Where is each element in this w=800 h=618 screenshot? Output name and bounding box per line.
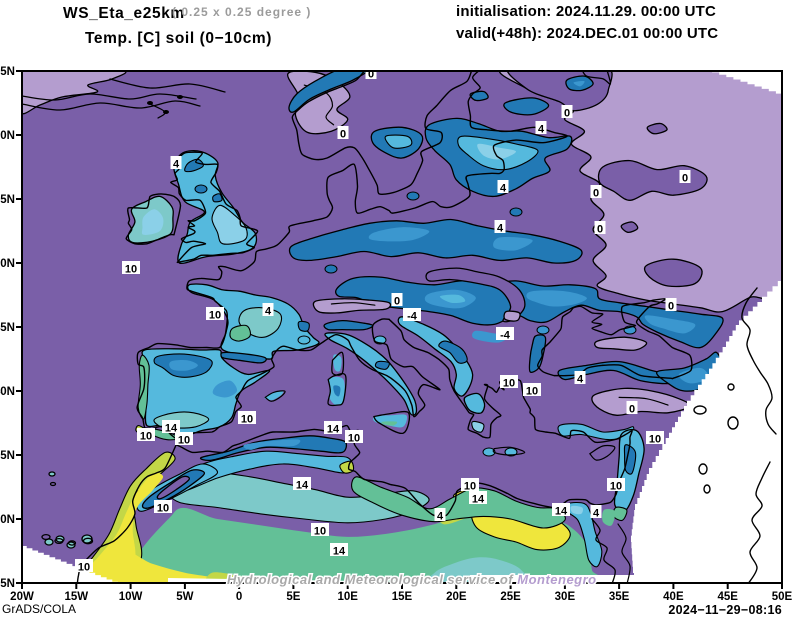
svg-text:4: 4 (497, 223, 504, 235)
svg-text:10: 10 (503, 378, 515, 390)
svg-text:45E: 45E (717, 591, 738, 603)
svg-text:4: 4 (265, 306, 272, 318)
svg-text:0: 0 (682, 173, 688, 185)
svg-text:15W: 15W (64, 591, 88, 603)
svg-text:10: 10 (241, 414, 253, 426)
svg-text:5E: 5E (286, 591, 300, 603)
svg-text:( 0.25 x 0.25 degree ): ( 0.25 x 0.25 degree ) (172, 5, 311, 19)
svg-text:0: 0 (394, 296, 400, 308)
svg-text:4: 4 (593, 508, 600, 520)
svg-text:10: 10 (78, 562, 90, 574)
svg-text:10W: 10W (119, 591, 143, 603)
svg-text:0: 0 (236, 591, 242, 603)
svg-text:4: 4 (500, 183, 507, 195)
svg-text:15E: 15E (392, 591, 413, 603)
svg-text:0: 0 (629, 404, 635, 416)
svg-text:10: 10 (178, 435, 190, 447)
svg-text:25E: 25E (500, 591, 521, 603)
svg-text:4: 4 (538, 124, 545, 136)
svg-text:30E: 30E (555, 591, 576, 603)
svg-text:0: 0 (593, 188, 599, 200)
svg-text:5W: 5W (176, 591, 193, 603)
svg-text:-4: -4 (407, 311, 418, 323)
svg-text:4: 4 (577, 374, 584, 386)
svg-text:initialisation: 2024.11.29. 00: initialisation: 2024.11.29. 00:00 UTC (456, 3, 716, 20)
svg-text:60N: 60N (0, 130, 15, 142)
svg-text:10E: 10E (337, 591, 358, 603)
svg-text:14: 14 (327, 424, 340, 436)
svg-text:10: 10 (649, 434, 661, 446)
svg-text:10: 10 (348, 433, 360, 445)
svg-text:14: 14 (333, 546, 346, 558)
svg-text:0: 0 (368, 69, 374, 81)
svg-text:14: 14 (472, 494, 485, 506)
svg-text:65N: 65N (0, 66, 15, 78)
svg-text:Temp. [C] soil (0−10cm): Temp. [C] soil (0−10cm) (85, 30, 272, 47)
svg-text:10: 10 (314, 526, 326, 538)
svg-text:0: 0 (597, 224, 603, 236)
svg-text:GrADS/COLA: GrADS/COLA (2, 602, 76, 616)
svg-text:10: 10 (140, 431, 152, 443)
svg-text:25N: 25N (0, 578, 15, 590)
svg-text:-4: -4 (500, 330, 511, 342)
svg-text:10: 10 (526, 386, 538, 398)
svg-text:30N: 30N (0, 514, 15, 526)
svg-text:10: 10 (125, 264, 137, 276)
svg-text:Hydrological and Meteorologica: Hydrological and Meteorological service … (227, 572, 597, 587)
svg-text:2024−11−29−08:16: 2024−11−29−08:16 (668, 603, 782, 617)
svg-text:10: 10 (157, 503, 169, 515)
svg-text:10: 10 (464, 481, 476, 493)
svg-text:0: 0 (564, 108, 570, 120)
svg-text:40N: 40N (0, 386, 15, 398)
svg-text:WS_Eta_e25km: WS_Eta_e25km (63, 5, 185, 22)
svg-text:20E: 20E (446, 591, 467, 603)
svg-text:14: 14 (165, 423, 178, 435)
svg-text:10: 10 (610, 481, 622, 493)
svg-text:50N: 50N (0, 258, 15, 270)
svg-text:0: 0 (340, 129, 346, 141)
svg-text:35E: 35E (609, 591, 630, 603)
svg-text:35N: 35N (0, 450, 15, 462)
svg-text:4: 4 (173, 159, 180, 171)
svg-text:50E: 50E (772, 591, 793, 603)
svg-text:20W: 20W (10, 591, 34, 603)
svg-text:55N: 55N (0, 194, 15, 206)
svg-text:0: 0 (668, 301, 674, 313)
svg-text:14: 14 (296, 480, 309, 492)
svg-text:4: 4 (437, 511, 444, 523)
svg-text:valid(+48h): 2024.DEC.01 00:00: valid(+48h): 2024.DEC.01 00:00 UTC (456, 25, 718, 42)
svg-text:45N: 45N (0, 322, 15, 334)
svg-text:40E: 40E (663, 591, 684, 603)
svg-text:10: 10 (209, 310, 221, 322)
svg-text:14: 14 (555, 506, 568, 518)
